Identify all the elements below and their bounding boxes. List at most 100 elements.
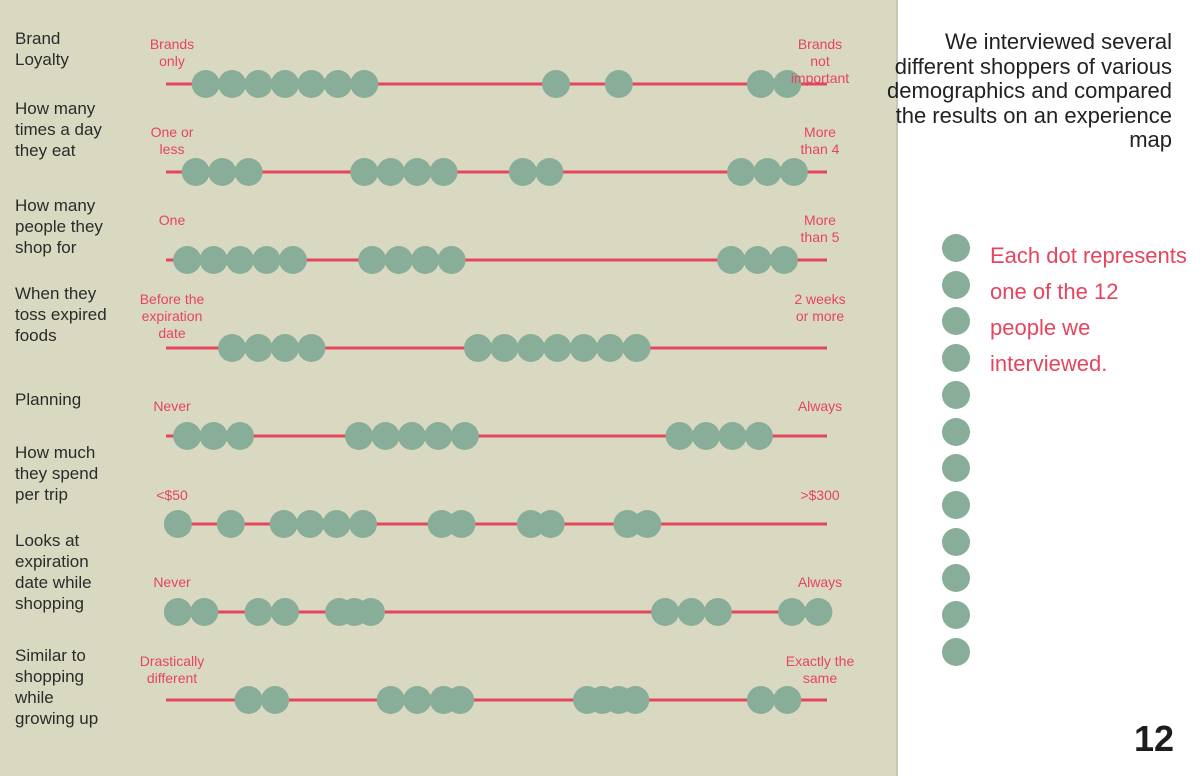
data-point: [727, 158, 756, 186]
data-point: [613, 510, 642, 538]
scale-left-label: <$50: [156, 487, 188, 503]
row-label: Looks at expiration date while shopping: [15, 531, 92, 613]
scale-left-label: One: [158, 212, 186, 228]
data-point: [226, 422, 254, 450]
data-point: [181, 158, 210, 186]
intro-text: We interviewed several different shopper…: [887, 29, 1172, 152]
row-label: Brand Loyalty: [15, 29, 69, 69]
data-point: [208, 158, 237, 186]
data-point: [744, 422, 773, 450]
data-point: [173, 246, 202, 274]
row-label: Similar to shopping while growing up: [15, 646, 99, 728]
data-point: [190, 598, 219, 626]
scale-right-label: Always: [797, 398, 843, 414]
row-label: How many people they shop for: [15, 196, 103, 257]
data-point: [804, 598, 833, 626]
data-point: [633, 510, 662, 538]
data-point: [163, 598, 192, 626]
data-point: [516, 510, 545, 538]
data-point: [596, 334, 625, 362]
legend-dot: [942, 601, 970, 629]
data-point: [244, 334, 273, 362]
legend-dot: [942, 564, 970, 593]
data-point: [345, 422, 373, 450]
data-point: [191, 70, 220, 98]
data-point: [252, 246, 281, 274]
data-point: [173, 422, 202, 450]
scale-left-label: Before the expiration date: [139, 291, 205, 341]
scale-right-label: More than 5: [800, 212, 840, 245]
data-point: [226, 246, 254, 274]
data-point: [271, 70, 299, 98]
scale-left-label: Drastically different: [139, 653, 205, 686]
scale-right-label: >$300: [800, 487, 840, 503]
data-point: [778, 598, 806, 626]
data-point: [397, 422, 426, 450]
data-point: [536, 510, 565, 538]
data-point: [604, 70, 633, 98]
data-point: [218, 70, 247, 98]
data-point: [651, 598, 680, 626]
experience-map-panel: [0, 0, 898, 776]
row-label: How much they spend per trip: [15, 443, 99, 504]
data-point: [516, 334, 545, 362]
data-point: [535, 158, 564, 186]
data-point: [376, 686, 405, 714]
data-point: [746, 70, 775, 98]
scale-right-label: Brands not important: [790, 36, 850, 86]
legend-dot: [942, 307, 970, 336]
data-point: [323, 70, 352, 98]
data-point: [350, 158, 379, 186]
scale-left-label: Never: [153, 398, 191, 414]
data-point: [269, 510, 298, 538]
data-point: [770, 246, 798, 274]
data-point: [261, 686, 290, 714]
data-point: [403, 158, 432, 186]
data-point: [437, 246, 466, 274]
data-point: [692, 422, 720, 450]
data-point: [508, 158, 537, 186]
data-point: [297, 334, 326, 362]
legend-dot: [942, 344, 970, 373]
data-point: [234, 158, 263, 186]
legend-dot: [942, 527, 970, 556]
legend-dot: [942, 454, 970, 483]
scale-right-label: Always: [797, 574, 843, 590]
data-point: [543, 334, 572, 362]
data-point: [429, 158, 458, 186]
data-point: [244, 70, 273, 98]
data-point: [216, 510, 245, 538]
page-number: 12: [1133, 718, 1174, 759]
scale-left-label: One or less: [150, 124, 194, 157]
data-point: [703, 598, 732, 626]
legend-text: Each dot represents one of the 12 people…: [990, 243, 1187, 376]
row-label: When they toss expired foods: [15, 284, 107, 345]
data-point: [718, 422, 747, 450]
data-point: [384, 246, 413, 274]
data-point: [753, 158, 782, 186]
data-point: [779, 158, 808, 186]
legend-dot: [942, 637, 970, 666]
data-point: [199, 422, 228, 450]
data-point: [621, 686, 650, 714]
data-point: [622, 334, 651, 362]
data-point: [490, 334, 519, 362]
data-point: [773, 686, 802, 714]
data-point: [376, 158, 405, 186]
data-point: [271, 334, 299, 362]
data-point: [322, 510, 351, 538]
legend-dot: [942, 270, 970, 299]
scale-right-label: More than 4: [800, 124, 840, 157]
data-point: [244, 598, 273, 626]
data-point: [358, 246, 387, 274]
legend-dot: [942, 490, 970, 519]
scale-right-label: Exactly the same: [785, 653, 855, 686]
data-point: [296, 510, 325, 538]
data-point: [278, 246, 307, 274]
legend-dot: [942, 417, 970, 446]
data-point: [446, 686, 475, 714]
data-point: [427, 510, 456, 538]
data-point: [677, 598, 706, 626]
data-point: [464, 334, 492, 362]
row-label: How many times a day they eat: [15, 99, 102, 160]
